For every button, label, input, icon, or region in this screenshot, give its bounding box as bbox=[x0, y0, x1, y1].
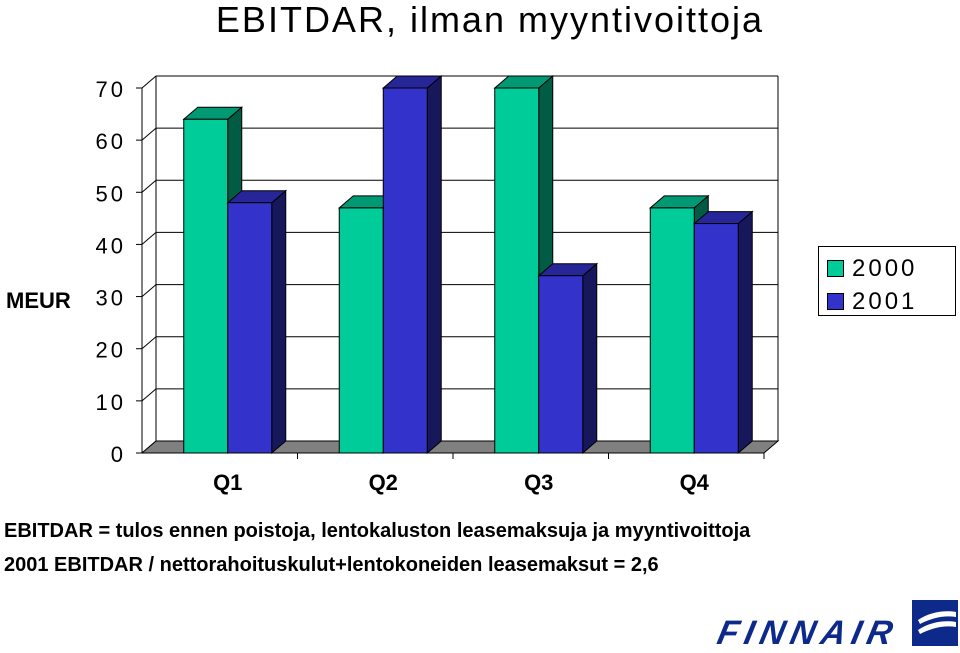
definition-note: EBITDAR = tulos ennen poistoja, lentokal… bbox=[4, 520, 751, 542]
side-gridline bbox=[141, 336, 157, 350]
y-tick-label: 20 bbox=[96, 338, 126, 363]
side-gridline bbox=[141, 388, 157, 402]
bar-2000-Q2 bbox=[338, 207, 384, 454]
legend-label-2001: 2001 bbox=[852, 288, 918, 315]
legend-swatch-2000 bbox=[827, 260, 844, 277]
finnair-logo-text: FINNAIR bbox=[714, 614, 903, 652]
x-tick-label: Q1 bbox=[213, 470, 242, 495]
bar-side-2001-Q1 bbox=[271, 189, 287, 455]
bar-side-2001-Q2 bbox=[426, 74, 442, 455]
y-tick-label: 60 bbox=[96, 129, 126, 154]
x-tick-label: Q2 bbox=[369, 470, 398, 495]
finnair-logo-icon bbox=[912, 600, 958, 646]
bar-2000-Q1 bbox=[183, 118, 229, 454]
bar-side-2001-Q3 bbox=[582, 262, 598, 455]
side-gridline bbox=[141, 284, 157, 297]
page-title: EBITDAR, ilman myyntivoittoja bbox=[215, 0, 765, 40]
bar-2001-Q3 bbox=[538, 275, 584, 454]
y-axis-label: MEUR bbox=[6, 288, 71, 313]
legend-label-2000: 2000 bbox=[852, 255, 918, 282]
bar-2000-Q3 bbox=[494, 87, 540, 454]
y-tick-label: 50 bbox=[96, 181, 126, 206]
legend-swatch-2001 bbox=[827, 293, 844, 310]
side-gridline bbox=[141, 179, 157, 193]
ratio-note: 2001 EBITDAR / nettorahoituskulut+lentok… bbox=[4, 554, 659, 576]
bar-2000-Q4 bbox=[649, 207, 695, 454]
bar-side-2001-Q4 bbox=[737, 210, 753, 455]
y-tick-label: 40 bbox=[96, 233, 126, 258]
y-tick-label: 0 bbox=[111, 442, 126, 467]
y-tick-label: 10 bbox=[96, 390, 126, 415]
x-tick-label: Q3 bbox=[524, 470, 553, 495]
side-gridline bbox=[141, 127, 157, 141]
bar-2001-Q1 bbox=[227, 202, 273, 454]
y-tick-label: 30 bbox=[96, 286, 126, 311]
bar-2001-Q4 bbox=[693, 223, 739, 454]
chart-legend: 2000 2001 bbox=[818, 246, 956, 316]
side-gridline bbox=[141, 232, 157, 245]
side-gridline bbox=[141, 75, 157, 89]
x-tick-label: Q4 bbox=[680, 470, 710, 495]
y-tick-label: 70 bbox=[96, 77, 126, 102]
bar-2001-Q2 bbox=[382, 87, 428, 454]
bar-chart: 0 10 20 30 40 50 60 70 Q1 Q2 Q3 Q4 bbox=[96, 74, 780, 495]
